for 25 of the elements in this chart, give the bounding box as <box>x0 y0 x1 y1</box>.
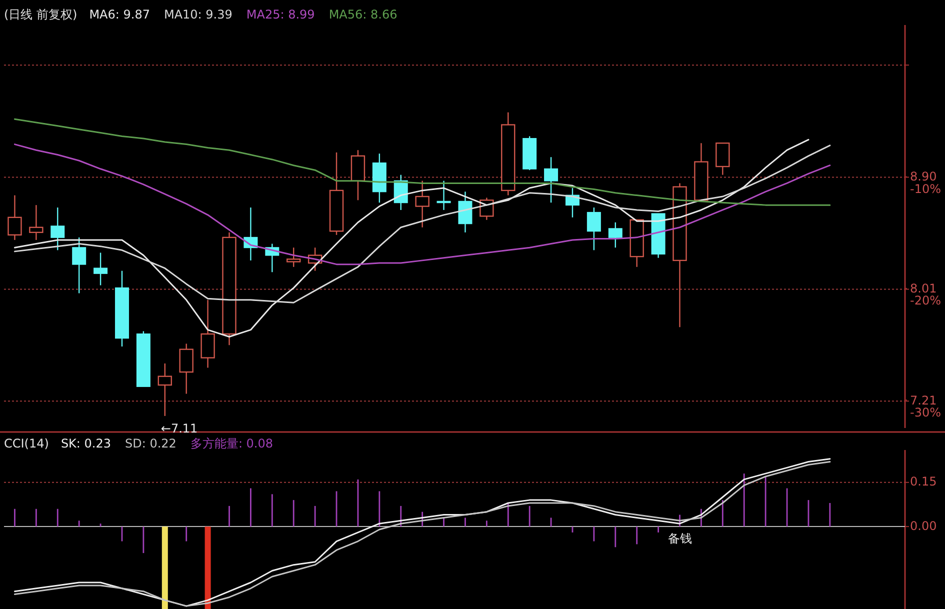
y-tick-label: 0.00 <box>910 518 937 533</box>
y2-tick-label: -30% <box>910 405 942 420</box>
text: SD: 0.22 <box>125 436 176 450</box>
line-series <box>14 144 831 304</box>
y2-tick-label: -10% <box>910 182 942 196</box>
line-series <box>14 144 831 266</box>
line-series <box>14 138 810 338</box>
text: 多方能量: 0.08 <box>190 436 274 450</box>
text: MA56: 8.66 <box>328 7 398 22</box>
y-tick-label: 8.01 <box>910 282 937 296</box>
annotation: 备钱 <box>668 532 692 546</box>
text: MA25: 8.99 <box>246 7 315 22</box>
text: SK: 0.23 <box>60 436 111 450</box>
y-tick-label: 8.90 <box>910 170 937 184</box>
y-tick-label: 0.15 <box>910 474 937 489</box>
bar <box>162 526 168 609</box>
line-series <box>14 118 831 206</box>
annotation: ←7.11 <box>160 421 198 436</box>
text: MA10: 9.39 <box>164 7 232 22</box>
y-tick-label: 7.21 <box>910 393 937 408</box>
chart-title: (日线 前复权) <box>4 7 78 22</box>
bar <box>204 526 211 609</box>
text: MA6: 9.87 <box>89 7 150 22</box>
chart-title: CCI(14) <box>4 436 49 450</box>
y2-tick-label: -20% <box>910 294 942 308</box>
